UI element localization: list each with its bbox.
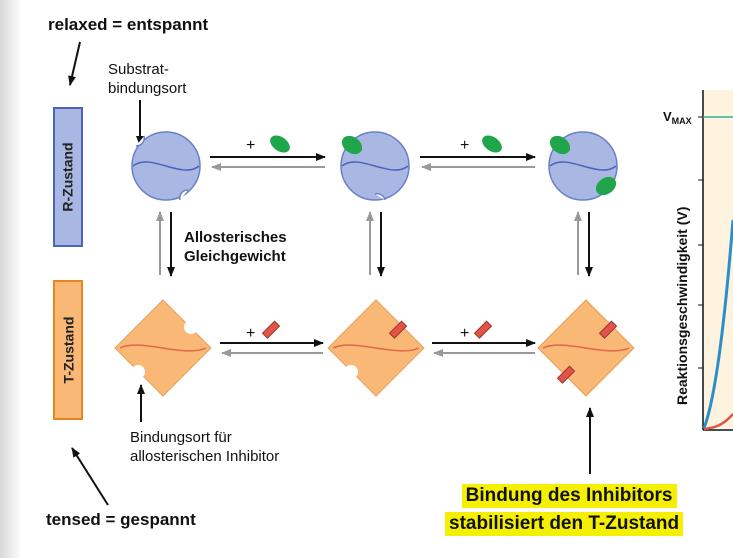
plus-inhibitor-1: +: [246, 325, 255, 342]
conclusion-highlight: Bindung des Inhibitors stabilisiert den …: [445, 484, 684, 536]
rate-graph: VMAX Reaktionsgeschwindigkeit (V): [663, 90, 733, 431]
tensed-pointer-arrow: [71, 447, 109, 506]
r-state-box: R-Zustand: [53, 107, 83, 247]
inhibitor-bound-3: [556, 365, 576, 384]
substrate-site-label: Substrat- bindungsort: [108, 61, 187, 97]
plus-substrate-2: +: [460, 137, 469, 154]
plus-inhibitor-2: +: [460, 325, 469, 342]
substrate-bound-1: [341, 135, 363, 155]
substrate-bound-3: [595, 176, 617, 196]
conclusion-line-2: stabilisiert den T-Zustand: [445, 512, 684, 536]
substrate-added-2: [482, 135, 502, 153]
page-shadow: [0, 0, 22, 558]
tensed-note: tensed = gespannt: [46, 510, 196, 529]
inhibitor-added-1: [261, 320, 281, 339]
t-enzyme-2: [327, 299, 425, 397]
relaxed-pointer-arrow: [68, 41, 81, 86]
r-enzyme-1: [131, 131, 201, 201]
y-axis-label: Reaktionsgeschwindigkeit (V): [674, 207, 690, 405]
inhibitor-bound-1: [388, 320, 408, 339]
vmax-label: VMAX: [663, 109, 692, 126]
t-state-box: T-Zustand: [53, 280, 83, 420]
inhibitor-added-2: [473, 320, 493, 339]
t-enzyme-3: [537, 299, 635, 397]
equilibrium-label: Allosterisches Gleichgewicht: [184, 229, 287, 265]
relaxed-note: relaxed = entspannt: [48, 15, 209, 34]
substrate-added-1: [270, 135, 290, 153]
inhibitor-bound-2: [598, 320, 618, 339]
conclusion-line-1: Bindung des Inhibitors: [461, 484, 677, 508]
inhibitor-site-label: Bindungsort für allosterischen Inhibitor: [130, 429, 280, 465]
substrate-bound-2: [549, 135, 571, 155]
rate-curve-red: [703, 413, 733, 431]
t-enzyme-1: [114, 299, 212, 397]
rate-curve-blue: [702, 219, 733, 429]
plus-substrate-1: +: [246, 137, 255, 154]
